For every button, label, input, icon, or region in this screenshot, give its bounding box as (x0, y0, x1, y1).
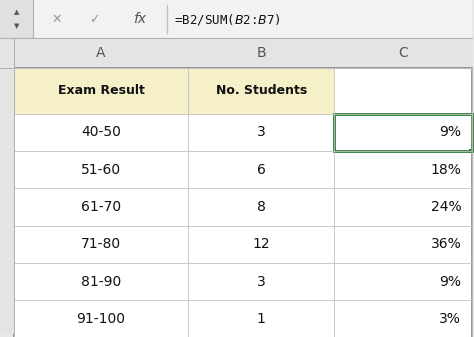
Bar (334, 226, 472, 263)
Bar (188, 151, 334, 188)
Text: 1: 1 (257, 312, 265, 326)
Bar (468, 149, 474, 153)
Text: C: C (398, 47, 408, 60)
Bar (188, 188, 334, 226)
Text: 3: 3 (257, 275, 265, 289)
Text: B: B (256, 47, 266, 60)
Text: 3: 3 (257, 125, 265, 139)
Bar (334, 151, 472, 188)
Text: 71-80: 71-80 (81, 237, 121, 251)
Bar (334, 188, 472, 226)
Bar (188, 114, 334, 151)
Bar (334, 301, 472, 337)
Text: 3%: 3% (439, 312, 461, 326)
Text: 36%: 36% (430, 237, 461, 251)
Text: 81-90: 81-90 (81, 275, 121, 289)
Text: 18%: 18% (430, 163, 461, 177)
Bar (188, 68, 334, 114)
Text: =B2/SUM($B$2:$B$7): =B2/SUM($B$2:$B$7) (174, 12, 282, 27)
Text: 9%: 9% (439, 125, 461, 139)
Text: 24%: 24% (430, 200, 461, 214)
Text: ✓: ✓ (89, 13, 100, 26)
Text: 12: 12 (252, 237, 270, 251)
Bar (334, 68, 472, 114)
Bar (334, 114, 472, 151)
Text: 51-60: 51-60 (81, 163, 121, 177)
Text: fx: fx (133, 12, 146, 26)
Text: A: A (96, 47, 106, 60)
Bar (0, 0, 33, 38)
Text: Exam Result: Exam Result (58, 85, 145, 97)
Text: ✕: ✕ (51, 13, 62, 26)
Text: 8: 8 (257, 200, 265, 214)
Bar (14, 68, 188, 114)
Text: 40-50: 40-50 (81, 125, 121, 139)
Text: 61-70: 61-70 (81, 200, 121, 214)
Bar (14, 114, 188, 151)
Bar (334, 114, 472, 151)
Text: ▼: ▼ (14, 24, 19, 30)
Bar (14, 151, 188, 188)
Text: No. Students: No. Students (216, 85, 307, 97)
Text: ▲: ▲ (14, 9, 19, 15)
Text: 6: 6 (257, 163, 265, 177)
Bar (334, 263, 472, 301)
Bar (14, 263, 188, 301)
Bar (14, 68, 472, 337)
Bar (188, 301, 334, 337)
Bar (0, 38, 472, 68)
Bar (188, 263, 334, 301)
Text: 91-100: 91-100 (77, 312, 126, 326)
Bar (188, 226, 334, 263)
Bar (14, 188, 188, 226)
Bar (0, 38, 472, 334)
Bar (0, 38, 14, 334)
Bar (0, 0, 472, 38)
Bar (14, 226, 188, 263)
Text: 9%: 9% (439, 275, 461, 289)
Bar (14, 301, 188, 337)
